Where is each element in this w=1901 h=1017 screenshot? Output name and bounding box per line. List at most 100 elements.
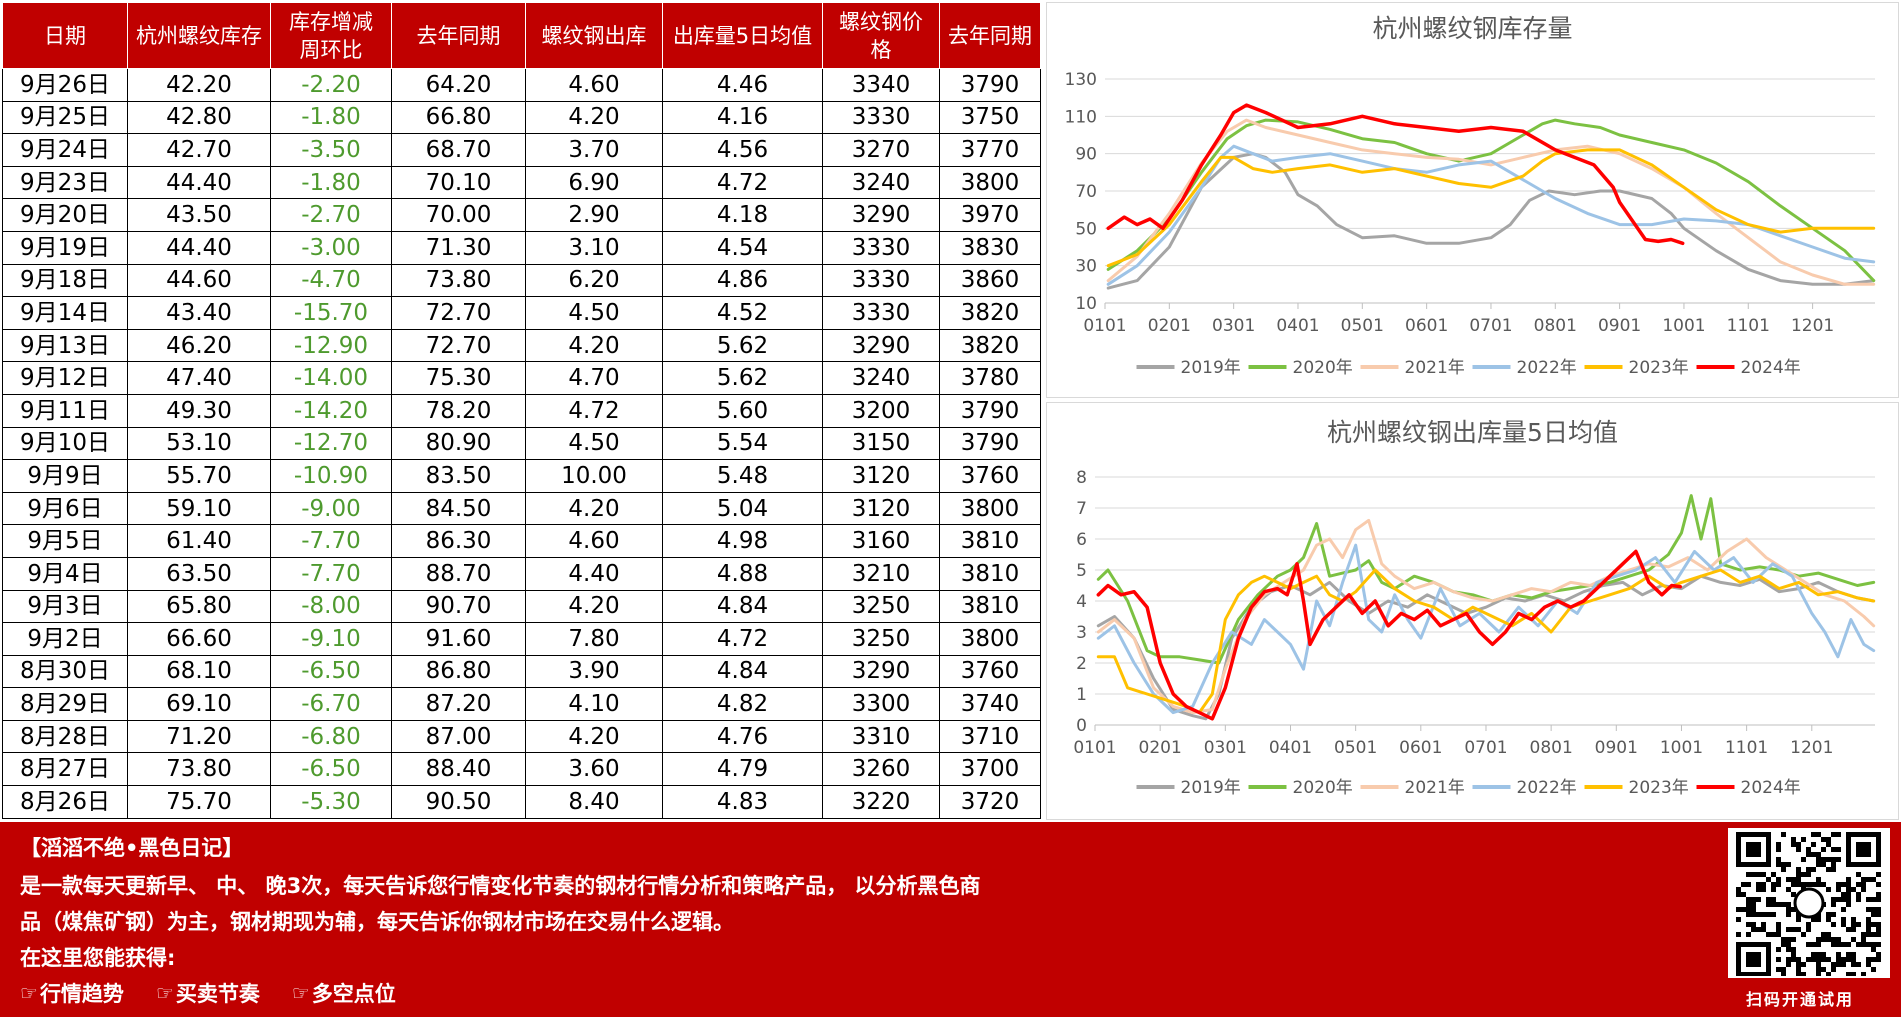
qr-module (1746, 907, 1751, 912)
table-cell: 86.80 (391, 654, 526, 689)
qr-module (1851, 887, 1856, 892)
x-tick-label: 0201 (1148, 316, 1191, 336)
qr-module (1771, 882, 1776, 887)
qr-module (1791, 892, 1796, 897)
qr-module (1831, 867, 1836, 872)
qr-module (1866, 877, 1871, 882)
qr-module (1751, 897, 1756, 902)
chart-title: 杭州螺纹钢库存量 (1372, 14, 1572, 43)
qr-module (1746, 882, 1751, 887)
table-cell: 4.40 (525, 556, 663, 591)
qr-module (1781, 972, 1786, 977)
table-cell: 4.72 (662, 622, 823, 656)
table-cell: -3.50 (270, 133, 392, 167)
x-tick-label: 1201 (1790, 738, 1833, 758)
table-cell: 6.20 (525, 263, 663, 298)
table-cell: 68.70 (391, 133, 526, 167)
qr-module (1771, 932, 1776, 937)
table-cell: 10.00 (525, 459, 663, 493)
qr-module (1781, 942, 1786, 947)
table-cell: 3710 (939, 719, 1041, 754)
qr-module (1796, 957, 1801, 962)
qr-code[interactable] (1728, 828, 1890, 978)
promo-benefits-list: ☞ 行情趋势 ☞ 买卖节奏 ☞ 多空点位 (20, 978, 396, 1008)
qr-module (1771, 872, 1776, 877)
qr-module (1826, 887, 1831, 892)
table-cell: 3290 (822, 654, 940, 689)
qr-module (1836, 897, 1841, 902)
qr-module (1846, 927, 1851, 932)
table-cell: 3330 (822, 263, 940, 298)
qr-module (1856, 892, 1861, 897)
table-cell: 4.20 (525, 491, 663, 526)
table-cell: 4.60 (525, 524, 663, 558)
qr-module (1851, 962, 1856, 967)
table-cell: 3860 (939, 263, 1041, 298)
column-header: 库存增减 周环比 (270, 2, 392, 69)
x-tick-label: 1001 (1660, 738, 1703, 758)
table-row: 8月29日 69.10 -6.70 87.20 4.10 4.82 3300 3740 (2, 687, 1041, 721)
series-line-2022年 (1106, 144, 1876, 286)
table-row: 9月19日 44.40 -3.00 71.30 3.10 4.54 3330 3830 (2, 230, 1041, 265)
qr-module (1871, 932, 1876, 937)
qr-module (1786, 877, 1791, 882)
table-cell: 4.83 (662, 785, 823, 819)
qr-module (1786, 887, 1791, 892)
qr-module (1836, 887, 1841, 892)
qr-module (1841, 962, 1846, 967)
pointing-hand-icon: ☞ (20, 981, 38, 1005)
column-header: 去年同期 (939, 2, 1041, 69)
y-tick-label: 4 (1076, 592, 1087, 612)
table-cell: 80.90 (391, 426, 526, 461)
table-cell: -6.50 (270, 654, 392, 689)
qr-module (1831, 937, 1836, 942)
x-tick-label: 0301 (1212, 316, 1255, 336)
qr-module (1821, 837, 1826, 842)
qr-module (1826, 937, 1831, 942)
table-cell: 90.50 (391, 785, 526, 819)
table-cell: 6.90 (525, 165, 663, 200)
table-cell: 3760 (939, 459, 1041, 493)
table-cell: 9月4日 (2, 556, 128, 591)
qr-module (1876, 942, 1881, 947)
qr-module (1806, 927, 1811, 932)
qr-module (1871, 942, 1876, 947)
y-tick-label: 70 (1075, 182, 1097, 202)
y-tick-label: 50 (1075, 219, 1097, 239)
qr-module (1766, 877, 1771, 882)
qr-module (1796, 867, 1801, 872)
table-row: 9月13日 46.20 -12.90 72.70 4.20 5.62 3290 3820 (2, 328, 1041, 363)
qr-caption: 扫码开通试用 (1746, 990, 1855, 1009)
qr-module (1846, 902, 1851, 907)
qr-module (1801, 882, 1806, 887)
qr-module (1751, 927, 1756, 932)
qr-center-logo (1793, 887, 1825, 919)
table-cell: 91.60 (391, 622, 526, 656)
table-cell: 5.60 (662, 393, 823, 428)
qr-module (1816, 952, 1821, 957)
x-tick-label: 0801 (1534, 316, 1577, 336)
promo-footer: 【滔滔不绝•黑色日记】 是一款每天更新早、 中、 晚3次，每天告诉您行情变化节奏… (0, 822, 1901, 1017)
legend-label: 2020年 (1293, 778, 1353, 798)
legend-label: 2021年 (1405, 778, 1465, 798)
qr-module (1786, 907, 1791, 912)
benefit-label: 多空点位 (311, 982, 396, 1006)
benefit-label: 买卖节奏 (175, 982, 260, 1006)
table-cell: 4.16 (662, 100, 823, 135)
table-cell: 73.80 (127, 752, 271, 787)
qr-module (1816, 857, 1821, 862)
qr-module (1786, 927, 1791, 932)
table-cell: 87.20 (391, 687, 526, 721)
table-cell: 3340 (822, 68, 940, 102)
table-header-row: 日期 杭州螺纹库存 库存增减 周环比 去年同期 螺纹钢出库 出库量5日均值 螺纹钢价格去年同期 (2, 2, 1041, 69)
outflow-chart-panel: 杭州螺纹钢出库量5日均值 0 1 2 3 4 5 6 7 8 0101 0201 0301 0401 050… (1046, 402, 1899, 820)
table-row: 9月24日 42.70 -3.50 68.70 3.70 4.56 3270 3770 (2, 133, 1041, 167)
y-tick-label: 1 (1076, 685, 1087, 705)
qr-module (1786, 902, 1791, 907)
table-cell: 3800 (939, 165, 1041, 200)
qr-finder (1746, 842, 1761, 857)
qr-module (1736, 892, 1741, 897)
table-cell: 3120 (822, 491, 940, 526)
table-cell: 4.20 (525, 100, 663, 135)
qr-module (1871, 907, 1876, 912)
